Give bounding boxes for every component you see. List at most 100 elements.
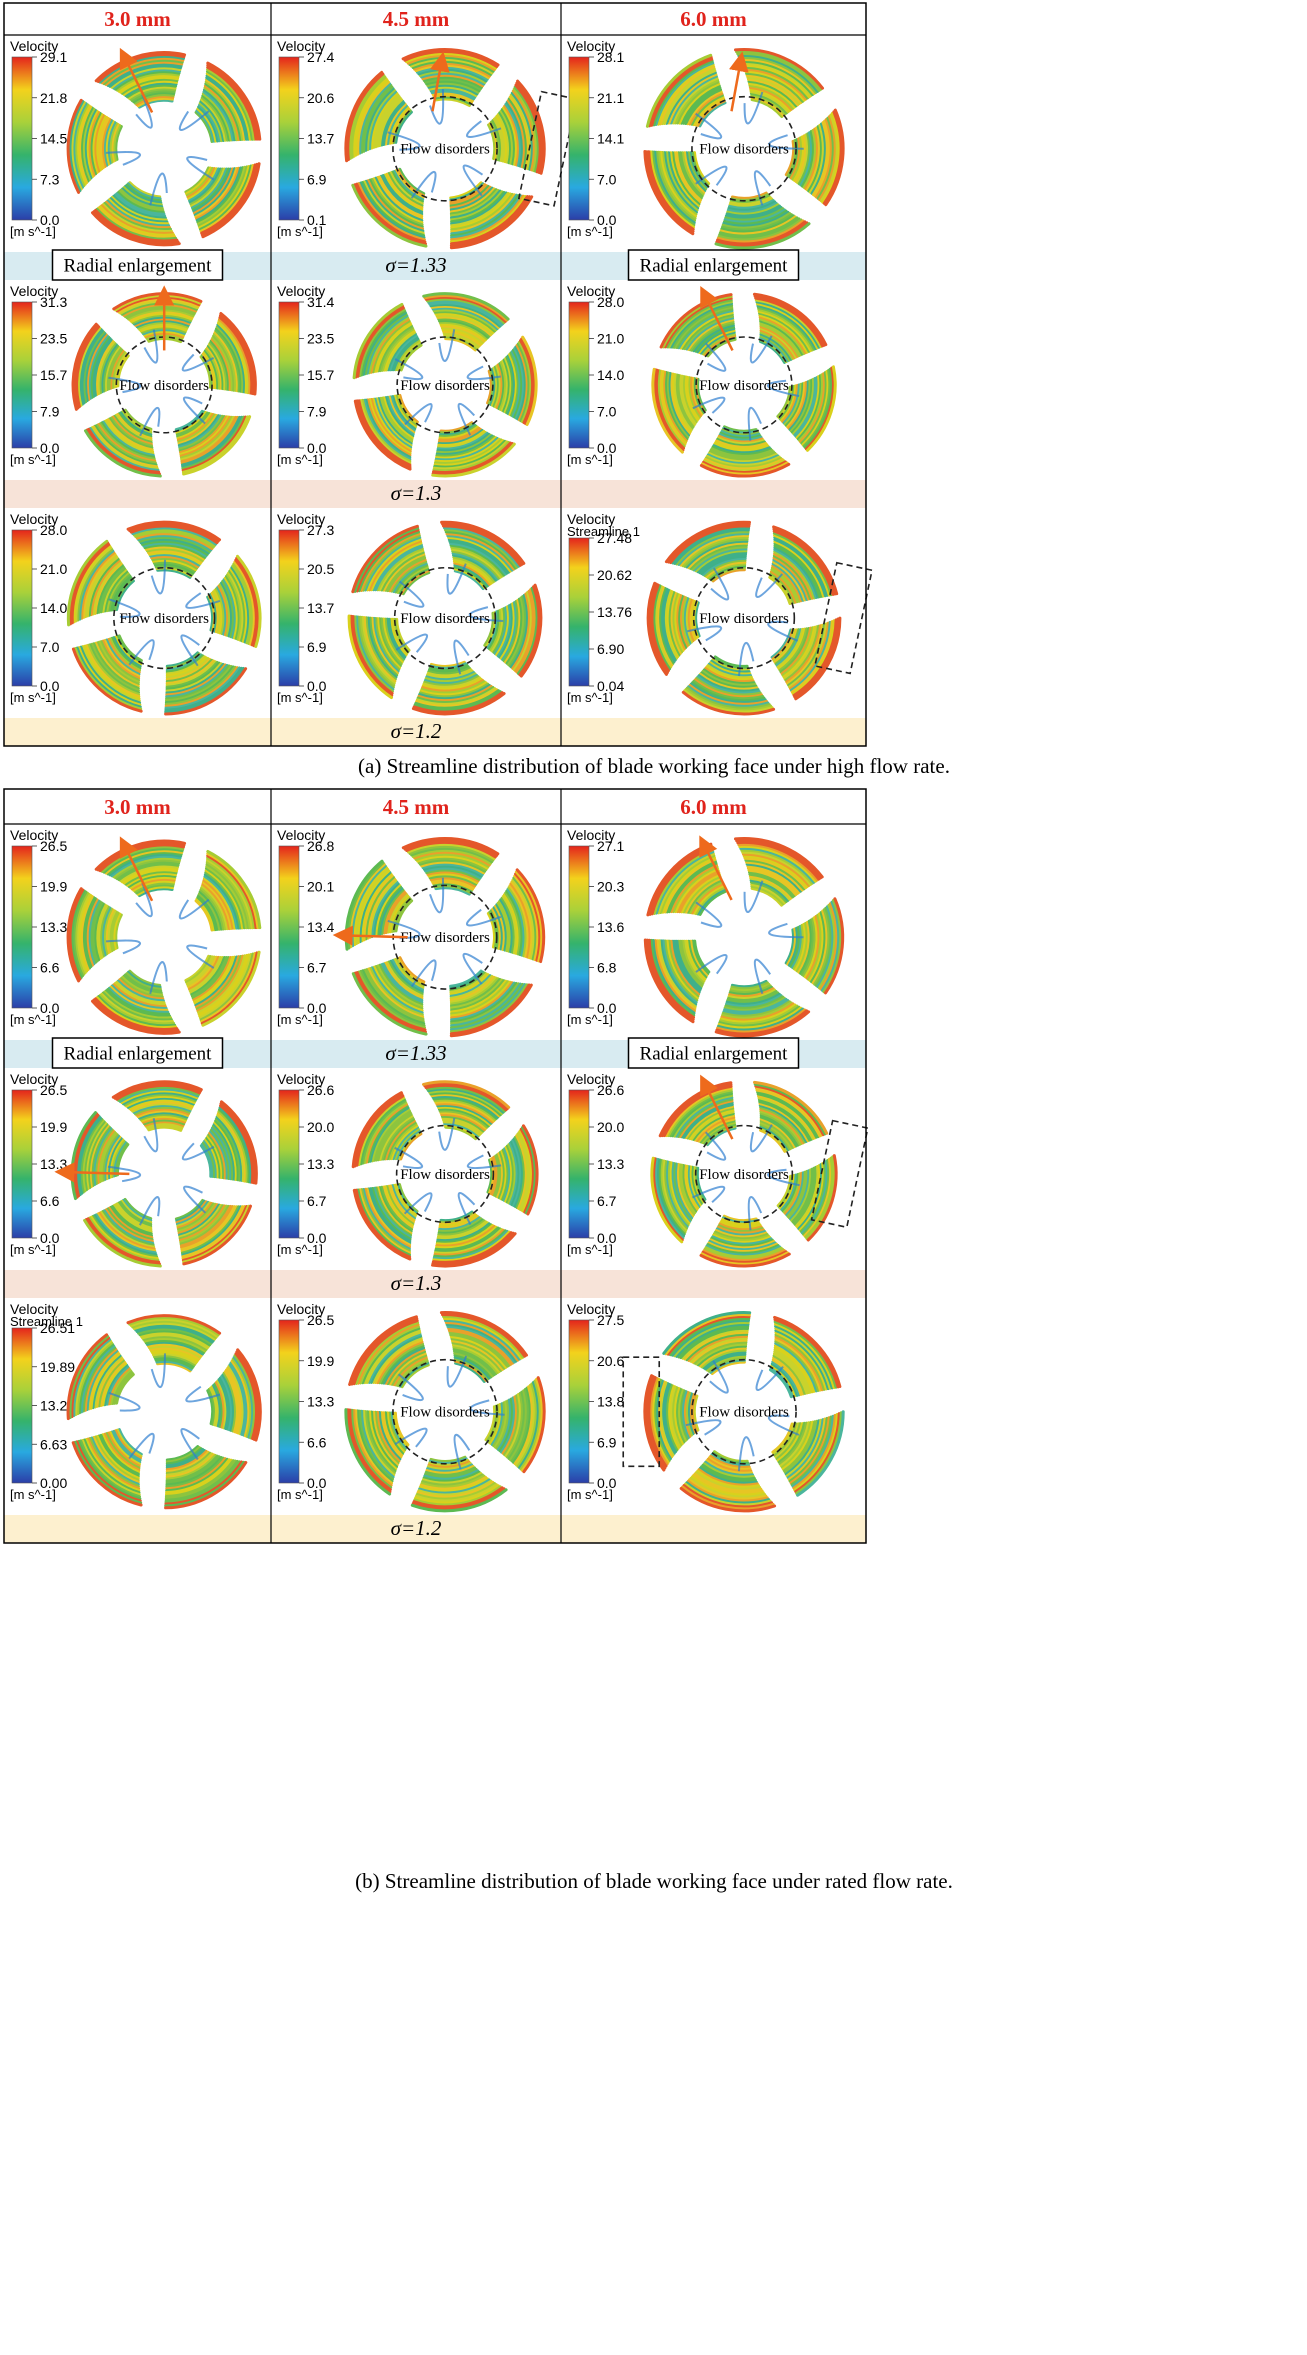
streamline xyxy=(78,105,93,185)
streamline xyxy=(723,208,786,224)
streamline xyxy=(235,1350,260,1441)
streamline xyxy=(128,181,162,199)
streamline xyxy=(149,553,201,567)
streamline xyxy=(79,1117,104,1194)
streamline xyxy=(357,615,395,689)
streamline xyxy=(120,1199,153,1224)
streamline xyxy=(773,1352,809,1395)
streamline xyxy=(353,1092,404,1168)
streamline xyxy=(688,92,724,126)
streamline xyxy=(192,167,233,213)
streamline xyxy=(87,427,161,474)
streamline xyxy=(103,202,172,232)
streamline xyxy=(681,939,705,985)
streamline xyxy=(107,198,170,226)
streamline xyxy=(103,1134,120,1181)
streamline xyxy=(94,1435,140,1482)
streamline xyxy=(70,889,86,979)
streamline xyxy=(149,1346,201,1360)
streamline xyxy=(346,72,385,162)
streamline xyxy=(434,1100,496,1123)
streamline xyxy=(83,1218,162,1268)
blade xyxy=(352,303,424,381)
streamline xyxy=(236,1348,262,1442)
streamline xyxy=(507,1390,526,1460)
streamline xyxy=(669,591,682,656)
streamline xyxy=(426,669,474,680)
streamline xyxy=(148,551,202,565)
streamline xyxy=(808,123,825,194)
streamline xyxy=(195,897,216,932)
streamline xyxy=(114,414,153,442)
streamline xyxy=(437,1107,490,1128)
blade xyxy=(410,1433,508,1513)
colorbar-tick-label: 20.62 xyxy=(597,567,632,583)
streamline xyxy=(85,556,119,618)
streamline xyxy=(164,667,248,716)
streamline xyxy=(385,1411,406,1454)
streamline xyxy=(675,530,750,566)
streamline xyxy=(695,1115,736,1142)
streamline xyxy=(503,104,520,167)
inner-vortex xyxy=(755,1365,784,1391)
streamline xyxy=(147,1125,183,1132)
streamline xyxy=(514,872,542,962)
streamline xyxy=(713,1450,749,1463)
streamline xyxy=(119,864,179,883)
streamline xyxy=(486,610,499,650)
streamline xyxy=(344,1408,392,1496)
streamline xyxy=(178,414,224,451)
streamline xyxy=(185,955,213,984)
streamline xyxy=(355,399,412,469)
streamline xyxy=(743,856,808,890)
streamline xyxy=(175,411,209,437)
colorbar-subtitle: Streamline 1 xyxy=(567,524,640,539)
streamline xyxy=(177,413,217,444)
streamline xyxy=(499,1149,508,1201)
colorbar xyxy=(11,529,33,687)
colorbar-tick-label: 0.0 xyxy=(40,1230,60,1246)
streamline xyxy=(80,551,116,620)
impeller-streamlines xyxy=(351,1080,539,1268)
streamline xyxy=(90,642,140,692)
colorbar-tick-label: 0.0 xyxy=(597,1230,617,1246)
streamline xyxy=(97,423,157,463)
blade xyxy=(91,961,181,1035)
streamline xyxy=(510,1388,530,1463)
streamline xyxy=(181,415,248,472)
streamline xyxy=(774,1337,822,1392)
streamline xyxy=(380,1185,413,1231)
streamline xyxy=(722,999,790,1016)
streamline xyxy=(165,1450,210,1473)
streamline xyxy=(200,96,229,142)
streamline xyxy=(206,856,256,930)
streamline xyxy=(442,1118,483,1135)
colorbar-unit: [m s^-1] xyxy=(277,224,323,239)
streamline xyxy=(195,955,241,1009)
streamline xyxy=(785,382,805,428)
streamline xyxy=(792,923,805,971)
streamline xyxy=(203,349,220,390)
streamline xyxy=(130,89,176,102)
blade xyxy=(66,1333,141,1421)
streamline xyxy=(96,641,140,686)
streamline xyxy=(759,325,799,358)
streamline xyxy=(723,209,788,226)
streamline xyxy=(370,1410,398,1469)
streamline xyxy=(120,410,153,435)
streamline xyxy=(428,663,469,672)
streamline xyxy=(421,1472,483,1485)
streamline xyxy=(444,530,517,570)
colorbar-tick-label: 26.6 xyxy=(597,1082,624,1098)
streamline xyxy=(111,415,153,446)
streamline xyxy=(99,1132,118,1183)
streamline xyxy=(494,904,506,952)
blade xyxy=(422,1080,511,1151)
streamline xyxy=(435,1225,498,1250)
streamline xyxy=(749,880,788,903)
streamline xyxy=(98,843,185,873)
blade xyxy=(449,164,534,250)
streamline xyxy=(745,73,803,104)
